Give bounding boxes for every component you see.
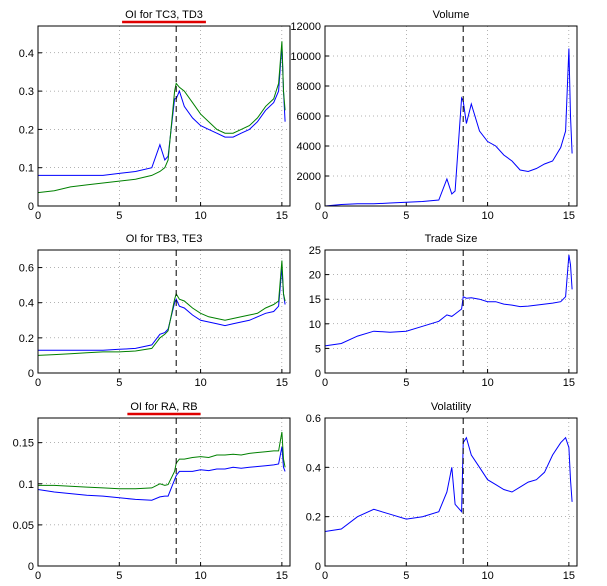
axes-frame	[324, 25, 578, 207]
x-tick-label: 10	[194, 570, 206, 582]
y-tick-label: 0	[315, 561, 321, 573]
axes-frame	[324, 249, 578, 374]
y-tick-label: 0.6	[306, 413, 321, 425]
series-line	[38, 431, 286, 490]
y-tick-label: 25	[309, 245, 321, 257]
y-tick-label: 10	[309, 319, 321, 331]
x-tick-label: 5	[116, 570, 122, 582]
y-tick-label: 12000	[290, 21, 321, 33]
chart-title: OI for TC3, TD3	[125, 9, 203, 21]
y-tick-label: 0.3	[19, 86, 34, 98]
y-tick-label: 6000	[297, 111, 321, 123]
x-tick-label: 0	[322, 377, 328, 389]
x-tick-label: 5	[116, 210, 122, 222]
x-tick-label: 10	[481, 377, 493, 389]
y-tick-label: 0	[315, 201, 321, 213]
series-line	[38, 267, 286, 351]
x-tick-label: 0	[35, 570, 41, 582]
x-tick-label: 5	[403, 377, 409, 389]
y-tick-label: 0.15	[13, 438, 34, 450]
x-tick-label: 5	[403, 570, 409, 582]
x-tick-label: 10	[194, 210, 206, 222]
x-tick-label: 0	[35, 210, 41, 222]
x-tick-label: 15	[276, 570, 288, 582]
y-tick-label: 0.6	[19, 263, 34, 275]
axes-frame	[324, 417, 578, 567]
series-line	[324, 48, 573, 207]
y-tick-label: 20	[309, 270, 321, 282]
chart-title: OI for TB3, TE3	[126, 233, 203, 245]
x-tick-label: 15	[276, 377, 288, 389]
y-tick-label: 4000	[297, 141, 321, 153]
x-tick-label: 0	[322, 570, 328, 582]
x-tick-label: 10	[481, 210, 493, 222]
y-tick-label: 10000	[290, 51, 321, 63]
y-tick-label: 15	[309, 294, 321, 306]
series-line	[37, 260, 286, 356]
chart-title: OI for RA, RB	[130, 401, 197, 413]
plot-area	[38, 418, 290, 566]
axes-frame	[37, 25, 291, 207]
x-tick-label: 15	[276, 210, 288, 222]
x-tick-label: 0	[322, 210, 328, 222]
chart-title: Trade Size	[425, 233, 478, 245]
y-tick-label: 5	[315, 343, 321, 355]
y-tick-label: 0	[28, 368, 34, 380]
plot-area	[38, 26, 290, 206]
series-line	[324, 436, 573, 532]
y-tick-label: 0.1	[19, 479, 34, 491]
axes-frame	[37, 249, 291, 374]
series-line	[324, 254, 573, 347]
x-tick-label: 0	[35, 377, 41, 389]
x-tick-label: 5	[403, 210, 409, 222]
chart-title: Volatility	[431, 401, 472, 413]
x-tick-label: 10	[194, 377, 206, 389]
y-tick-label: 0.4	[19, 48, 34, 60]
y-tick-label: 0	[28, 201, 34, 213]
y-tick-label: 2000	[297, 171, 321, 183]
y-tick-label: 0.1	[19, 163, 34, 175]
y-tick-label: 8000	[297, 81, 321, 93]
x-tick-label: 15	[563, 210, 575, 222]
y-tick-label: 0.2	[19, 124, 34, 136]
series-line	[38, 45, 286, 176]
y-tick-label: 0.4	[306, 462, 321, 474]
x-tick-label: 15	[563, 377, 575, 389]
x-tick-label: 15	[563, 570, 575, 582]
axes-frame	[37, 417, 291, 567]
y-tick-label: 0.05	[13, 520, 34, 532]
series-line	[37, 41, 286, 194]
plot-area	[325, 418, 577, 566]
y-tick-label: 0	[28, 561, 34, 573]
plot-area	[325, 26, 577, 206]
plot-area	[38, 250, 290, 373]
plot-area	[325, 250, 577, 373]
y-tick-label: 0	[315, 368, 321, 380]
series-line	[37, 446, 286, 501]
y-tick-label: 0.2	[19, 333, 34, 345]
y-tick-label: 0.4	[19, 298, 34, 310]
y-tick-label: 0.2	[306, 512, 321, 524]
x-tick-label: 5	[116, 377, 122, 389]
chart-title: Volume	[433, 9, 470, 21]
x-tick-label: 10	[481, 570, 493, 582]
